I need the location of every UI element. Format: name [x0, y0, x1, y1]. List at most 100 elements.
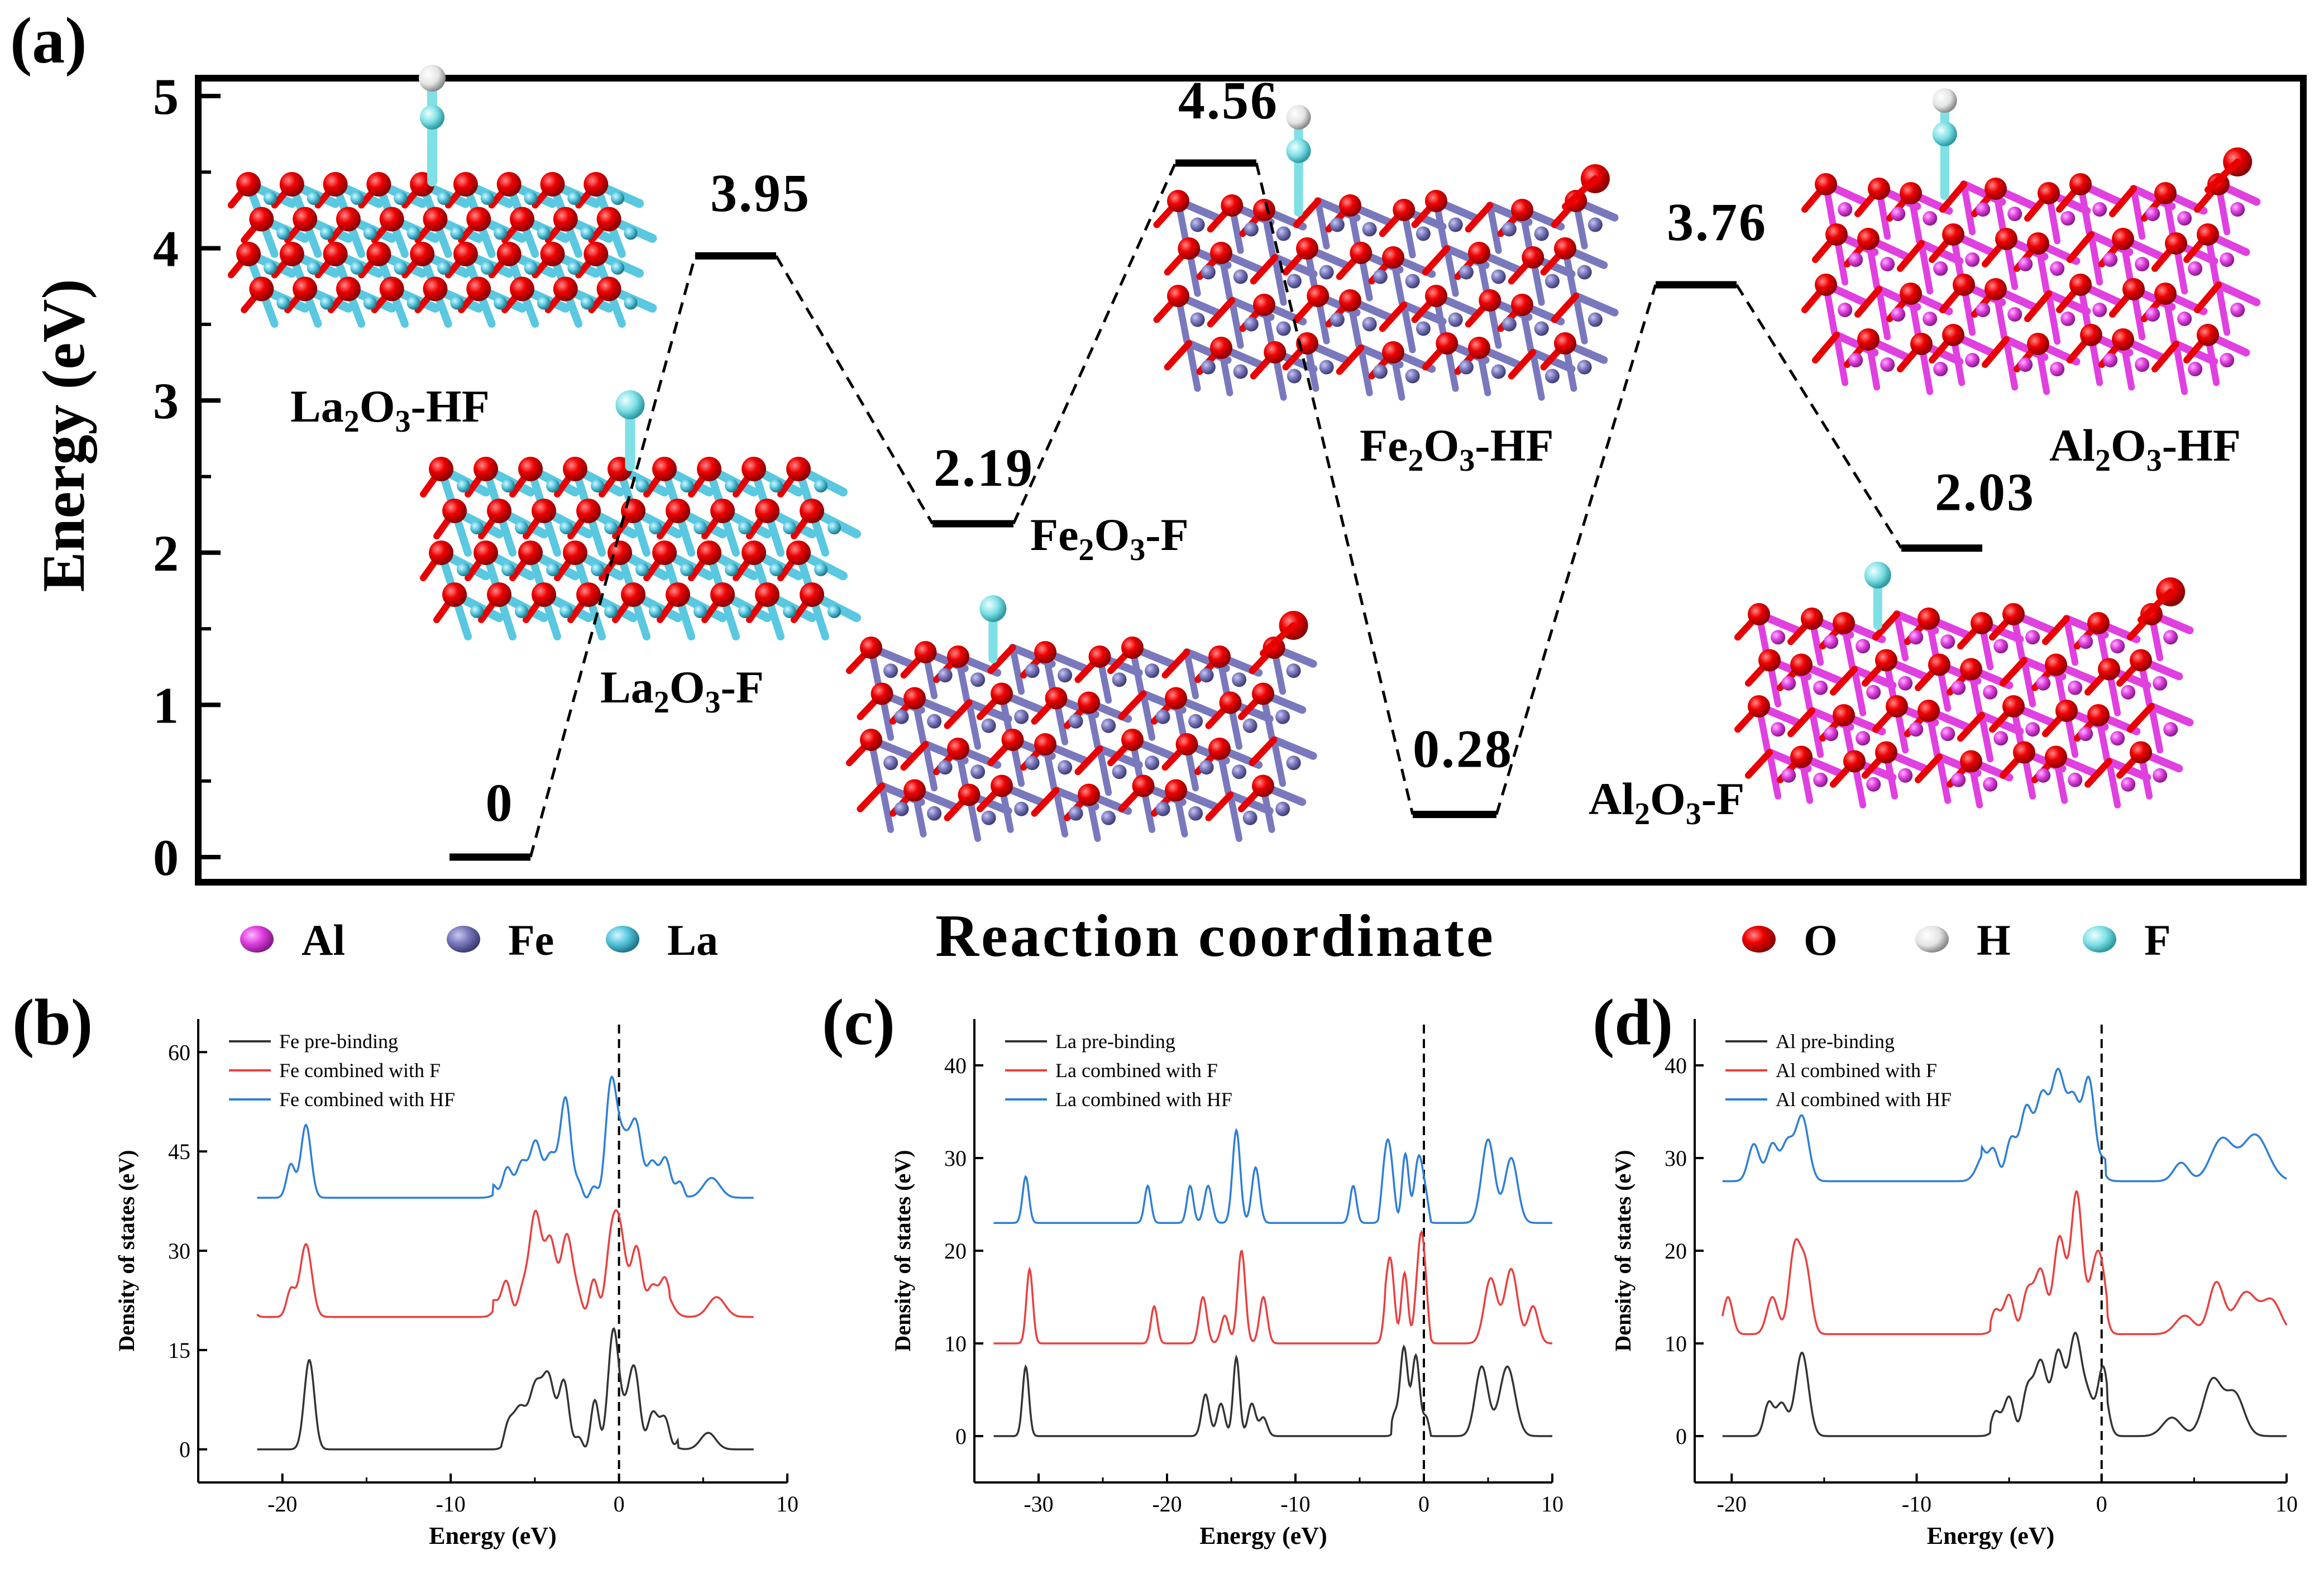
- atom: [624, 226, 638, 240]
- atom: [2087, 704, 2110, 726]
- atom: [366, 242, 391, 266]
- atom: [2121, 685, 2136, 700]
- atom: [981, 810, 996, 825]
- atom: [2154, 182, 2177, 204]
- atom: [466, 207, 491, 232]
- atom: [1330, 312, 1345, 327]
- atom: [1866, 777, 1881, 792]
- panel-a-label: (a): [10, 4, 87, 77]
- bond: [2109, 185, 2137, 217]
- atom: [429, 457, 453, 481]
- atom: [2163, 630, 2178, 645]
- atom: [320, 296, 333, 310]
- atom: [1917, 700, 1940, 722]
- atom: [755, 499, 780, 523]
- dos-xlabel: Energy (eV): [1927, 1522, 2055, 1549]
- legend-label: Al: [302, 916, 345, 964]
- atom: [2080, 324, 2102, 346]
- atom: [276, 226, 290, 240]
- dos-series-line: [256, 1209, 754, 1318]
- atom: [1233, 364, 1248, 379]
- atom: [883, 755, 898, 771]
- atom: [419, 65, 446, 92]
- atom: [474, 540, 498, 565]
- atom: [958, 783, 981, 806]
- bond: [2106, 758, 2121, 809]
- dos-xlabel: Energy (eV): [1199, 1522, 1327, 1549]
- energy-value-label: 3.95: [710, 163, 811, 223]
- atom: [320, 226, 333, 240]
- atom: [814, 479, 828, 492]
- atom: [1286, 663, 1301, 678]
- atom: [2018, 357, 2033, 372]
- atom: [1190, 312, 1205, 327]
- bond: [1164, 340, 1193, 371]
- o-legend-marker: [1742, 926, 1776, 953]
- atom: [2078, 726, 2093, 742]
- atom: [1983, 685, 1998, 700]
- atom: [563, 457, 587, 481]
- bond: [1293, 198, 1322, 228]
- atom: [2145, 307, 2160, 322]
- atom: [1319, 360, 1334, 375]
- atom: [553, 207, 578, 232]
- bond: [1562, 175, 1599, 210]
- dos-series-line: [257, 1327, 754, 1451]
- fe-legend-marker: [447, 926, 480, 953]
- dos-x-tick-label: 10: [776, 1491, 798, 1517]
- bond: [1465, 202, 1494, 233]
- atom-legend: Al Fe La O H F: [240, 916, 2171, 964]
- atom: [1459, 360, 1474, 375]
- atom: [991, 682, 1013, 705]
- atom: [1112, 672, 1127, 687]
- dos-legend-label: Al pre-binding: [1776, 1030, 1895, 1053]
- atom: [1891, 207, 1906, 221]
- atom: [2027, 333, 2049, 355]
- atom: [1448, 217, 1463, 232]
- atom: [1848, 353, 1863, 367]
- atom: [1244, 317, 1259, 332]
- atom: [1330, 217, 1345, 232]
- atom: [515, 521, 528, 534]
- atom: [1034, 733, 1056, 755]
- bond: [1271, 254, 1287, 306]
- atom: [2230, 303, 2245, 317]
- dos-x-tick-label: -30: [1024, 1491, 1053, 1517]
- atom: [336, 276, 361, 302]
- atom: [2220, 252, 2235, 267]
- atom: [903, 779, 926, 802]
- atom: [2050, 362, 2065, 376]
- dos-legend-label: Al combined with HF: [1776, 1088, 1952, 1111]
- atom: [1210, 337, 1232, 359]
- atom: [442, 582, 467, 607]
- atom: [584, 172, 609, 197]
- atom: [1843, 750, 1866, 773]
- atom: [1511, 294, 1533, 316]
- atom: [2007, 307, 2022, 322]
- atom: [1175, 733, 1198, 755]
- bond: [1314, 198, 1330, 250]
- atom: [1965, 353, 1980, 367]
- y-tick-label: 2: [153, 525, 179, 582]
- atom: [2197, 223, 2219, 246]
- atom: [1393, 199, 1416, 221]
- atom: [1416, 321, 1431, 336]
- dos-legend-label: Fe combined with HF: [279, 1088, 455, 1111]
- atom: [2130, 741, 2152, 764]
- atom: [407, 226, 420, 240]
- atom: [1436, 332, 1459, 355]
- oxide-slab: [1734, 562, 2194, 809]
- atom: [1917, 607, 1940, 630]
- dos-xlabel: Energy (eV): [429, 1522, 557, 1549]
- atom: [2092, 303, 2107, 317]
- atom: [429, 540, 453, 565]
- atom: [450, 226, 464, 240]
- atom: [553, 276, 578, 302]
- atom: [1976, 202, 1991, 217]
- bond: [1809, 707, 1824, 758]
- atom: [537, 296, 551, 310]
- atom: [1815, 274, 1837, 296]
- atom: [800, 499, 824, 523]
- structure-images: [227, 65, 2261, 842]
